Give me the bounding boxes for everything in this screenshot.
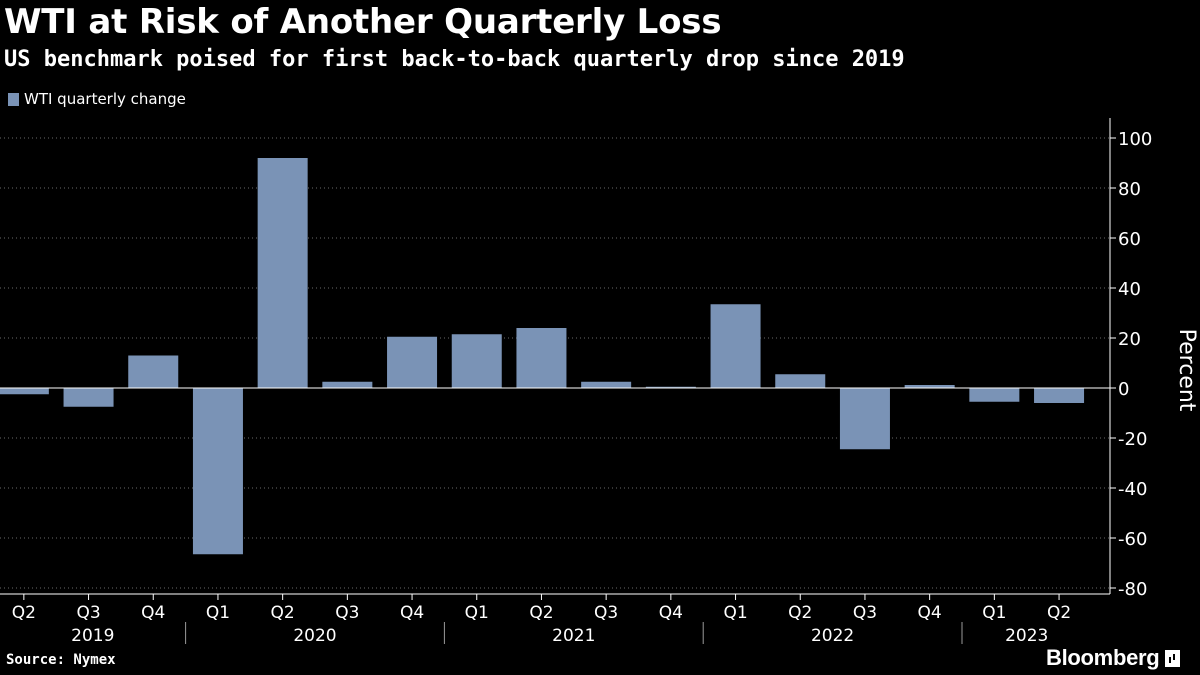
x-year-label: 2023 (1005, 626, 1048, 646)
y-tick-label: 60 (1118, 229, 1141, 250)
x-tick-label: Q4 (400, 603, 424, 623)
bar (1034, 388, 1085, 403)
bars (0, 158, 1085, 555)
bar (257, 158, 308, 388)
bar (969, 388, 1020, 402)
x-year-label: 2022 (811, 626, 854, 646)
bar (63, 388, 114, 407)
gridlines (0, 137, 1110, 589)
x-year-label: 2020 (293, 626, 336, 646)
y-tick-label: 80 (1118, 179, 1141, 200)
x-tick-label: Q2 (271, 603, 295, 623)
x-tick-label: Q3 (335, 603, 359, 623)
x-tick-label: Q2 (788, 603, 812, 623)
y-tick-label: -20 (1118, 429, 1147, 450)
y-tick-label: -40 (1118, 479, 1147, 500)
bar (451, 334, 502, 388)
bar (192, 388, 243, 555)
brand-logo: Bloomberg (1046, 645, 1181, 671)
bar (581, 381, 632, 388)
legend-swatch (8, 92, 19, 106)
x-tick-label: Q3 (76, 603, 100, 623)
bar (516, 328, 567, 388)
y-tick-label: -60 (1118, 529, 1147, 550)
y-axis-label: Percent (1174, 329, 1199, 412)
axes: 100 80 60 40 20 0 -20 -40 -60 -80 Q2 Q3 Q4 Q1 Q2 Q3 Q4 Q1… (0, 118, 1152, 646)
y-tick-label: -80 (1118, 579, 1147, 600)
x-tick-label: Q1 (982, 603, 1006, 623)
x-tick-label: Q1 (206, 603, 230, 623)
x-tick-label: Q2 (1047, 603, 1071, 623)
x-tick-label: Q2 (12, 603, 36, 623)
bar (322, 381, 373, 388)
bloomberg-terminal-icon (1165, 649, 1181, 667)
y-tick-label: 0 (1118, 379, 1129, 400)
x-tick-label: Q1 (723, 603, 747, 623)
bar (904, 385, 955, 388)
y-tick-label: 100 (1118, 129, 1152, 150)
x-year-label: 2019 (71, 626, 114, 646)
brand-name: Bloomberg (1046, 645, 1160, 670)
bar (839, 388, 890, 450)
legend: WTI quarterly change (8, 90, 186, 108)
x-tick-label: Q3 (594, 603, 618, 623)
x-tick-label: Q2 (529, 603, 553, 623)
source-note: Source: Nymex (6, 652, 116, 668)
x-tick-label: Q4 (659, 603, 683, 623)
x-tick-label: Q1 (465, 603, 489, 623)
bar (645, 386, 696, 388)
chart-subtitle: US benchmark poised for first back-to-ba… (4, 47, 905, 72)
y-tick-label: 40 (1118, 279, 1141, 300)
bar (710, 304, 761, 388)
legend-label: WTI quarterly change (24, 90, 186, 108)
y-tick-label: 20 (1118, 329, 1141, 350)
x-tick-label: Q4 (141, 603, 165, 623)
bar (0, 388, 49, 395)
chart-title: WTI at Risk of Another Quarterly Loss (4, 2, 722, 42)
bar (128, 355, 179, 388)
x-tick-label: Q3 (853, 603, 877, 623)
x-year-label: 2021 (552, 626, 595, 646)
bar (387, 336, 438, 388)
bar (775, 374, 826, 388)
x-tick-label: Q4 (918, 603, 942, 623)
